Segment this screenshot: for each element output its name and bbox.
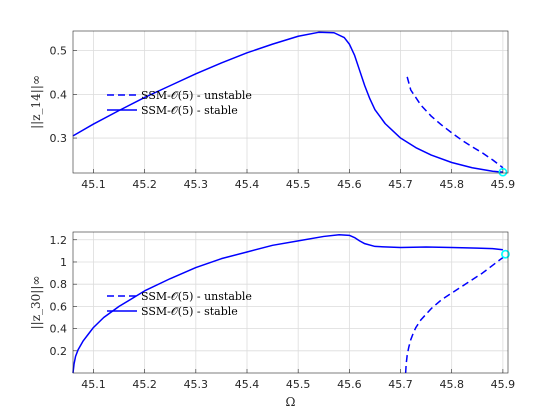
x-tick-label: 45.2 bbox=[132, 178, 157, 191]
y-tick-label: 0.4 bbox=[50, 323, 68, 336]
series-line-stable bbox=[72, 234, 503, 374]
y-tick-label: 0.8 bbox=[50, 278, 68, 291]
y-tick-label: 0.4 bbox=[50, 88, 68, 101]
axes-box bbox=[72, 30, 509, 174]
x-tick-label: 45.7 bbox=[388, 178, 413, 191]
y-tick-label: 0.5 bbox=[50, 45, 68, 58]
y-axis-label: ||z_14||∞ bbox=[29, 75, 43, 129]
series-line-unstable bbox=[406, 76, 504, 169]
plot-area bbox=[73, 31, 508, 173]
y-axis-label: ||z_30||∞ bbox=[29, 276, 43, 330]
x-tick-label: 45.8 bbox=[439, 378, 464, 391]
x-tick-label: 45.7 bbox=[388, 378, 413, 391]
series-line-unstable bbox=[404, 256, 504, 374]
axes-box bbox=[72, 231, 509, 374]
legend: SSM-𝒪(5) - unstable SSM-𝒪(5) - stable bbox=[107, 89, 252, 117]
x-tick-label: 45.5 bbox=[286, 178, 311, 191]
x-tick-label: 45.4 bbox=[235, 378, 260, 391]
subplot-1: 45.1 45.2 45.3 45.4 45.5 45.6 45.7 45.8 45.9 0.3 0… bbox=[29, 30, 516, 191]
y-tick-label: 0.3 bbox=[50, 132, 68, 145]
endpoint-marker bbox=[498, 167, 508, 177]
x-tick-label: 45.6 bbox=[337, 378, 362, 391]
x-tick-label: 45.1 bbox=[81, 178, 106, 191]
x-tick-label: 45.3 bbox=[184, 178, 209, 191]
legend-label: SSM-𝒪(5) - unstable bbox=[141, 290, 252, 303]
x-tick-label: 45.1 bbox=[81, 378, 106, 391]
y-tick-label: 1 bbox=[60, 256, 67, 269]
x-tick-label: 45.2 bbox=[132, 378, 157, 391]
y-tick-label: 0.6 bbox=[50, 300, 68, 313]
y-tick-label: 1.2 bbox=[50, 234, 68, 247]
x-tick-label: 45.5 bbox=[286, 378, 311, 391]
x-tick-label: 45.6 bbox=[337, 178, 362, 191]
x-axis-label: Ω bbox=[286, 395, 296, 409]
legend-label: SSM-𝒪(5) - stable bbox=[141, 305, 238, 318]
legend-label: SSM-𝒪(5) - unstable bbox=[141, 89, 252, 102]
subplot-2: 45.1 45.2 45.3 45.4 45.5 45.6 45.7 45.8 45.9 0.2 0… bbox=[29, 231, 516, 409]
legend: SSM-𝒪(5) - unstable SSM-𝒪(5) - stable bbox=[107, 290, 252, 318]
y-tick-label: 0.2 bbox=[50, 345, 68, 358]
x-tick-label: 45.9 bbox=[491, 378, 516, 391]
x-tick-label: 45.8 bbox=[439, 178, 464, 191]
series-line-stable bbox=[72, 31, 503, 173]
x-tick-label: 45.9 bbox=[491, 178, 516, 191]
endpoint-marker bbox=[501, 249, 510, 259]
plot-area bbox=[73, 232, 508, 373]
legend-label: SSM-𝒪(5) - stable bbox=[141, 104, 238, 117]
x-tick-label: 45.3 bbox=[184, 378, 209, 391]
x-tick-label: 45.4 bbox=[235, 178, 260, 191]
